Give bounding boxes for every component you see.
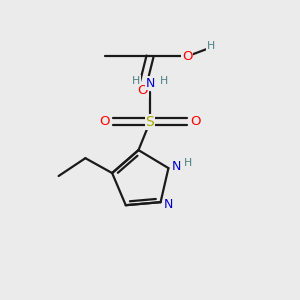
Text: O: O xyxy=(182,50,192,63)
Text: O: O xyxy=(100,115,110,128)
Text: H: H xyxy=(132,76,140,86)
Text: O: O xyxy=(137,84,148,97)
Text: O: O xyxy=(190,115,200,128)
Text: H: H xyxy=(160,76,168,86)
Text: N: N xyxy=(145,76,155,90)
Text: H: H xyxy=(184,158,192,168)
Text: S: S xyxy=(146,115,154,129)
Text: N: N xyxy=(163,198,173,211)
Text: N: N xyxy=(172,160,182,173)
Text: H: H xyxy=(207,41,215,51)
